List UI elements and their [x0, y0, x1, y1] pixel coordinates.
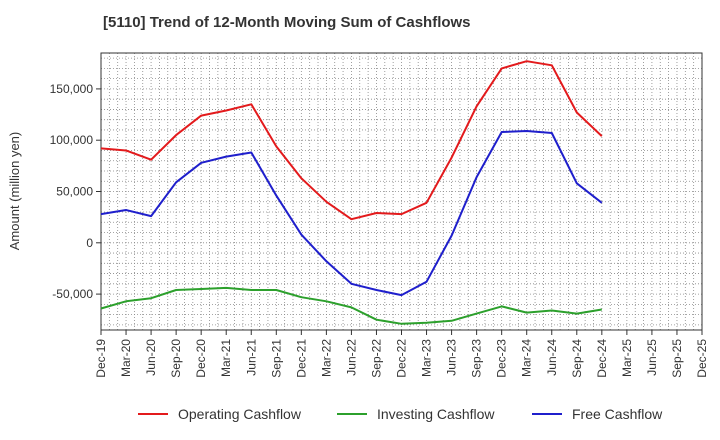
x-tick-label: Sep-25	[670, 339, 684, 378]
legend: Operating Cashflow Investing Cashflow Free…	[138, 406, 663, 422]
y-tick-label: 0	[86, 236, 93, 250]
x-tick-label: Mar-24	[520, 339, 534, 377]
y-tick-label: -50,000	[52, 287, 93, 301]
x-tick-label: Sep-21	[269, 339, 283, 378]
series-line-free-cashflow	[100, 130, 603, 297]
x-tick-label: Sep-20	[169, 339, 183, 378]
chart-title: [5110] Trend of 12-Month Moving Sum of C…	[103, 14, 471, 31]
x-tick-label: Jun-20	[144, 339, 158, 376]
series-line-investing-cashflow	[100, 286, 602, 325]
x-tick-label: Dec-19	[94, 339, 108, 378]
x-tick-label: Jun-23	[445, 339, 459, 376]
y-tick-label: 100,000	[50, 133, 94, 147]
y-axis-title: Amount (million yen)	[7, 132, 22, 251]
y-axis-ticks: -50,000 0 50,000 100,000 150,000	[50, 82, 101, 301]
legend-label-operating-cashflow: Operating Cashflow	[178, 406, 302, 422]
x-tick-label: Mar-23	[420, 339, 434, 377]
x-tick-label: Jun-21	[244, 339, 258, 376]
y-tick-label: 150,000	[50, 82, 94, 96]
x-tick-label: Dec-22	[395, 339, 409, 378]
x-tick-label: Dec-20	[194, 339, 208, 378]
legend-label-free-cashflow: Free Cashflow	[572, 406, 663, 422]
x-tick-label: Dec-21	[294, 339, 308, 378]
series-lines	[100, 60, 603, 325]
x-tick-label: Dec-24	[595, 339, 609, 378]
x-tick-label: Sep-22	[369, 339, 383, 378]
x-tick-label: Mar-20	[119, 339, 133, 377]
x-tick-label: Mar-22	[319, 339, 333, 377]
x-tick-label: Jun-22	[344, 339, 358, 376]
x-tick-label: Jun-24	[545, 339, 559, 376]
x-tick-label: Mar-21	[219, 339, 233, 377]
legend-label-investing-cashflow: Investing Cashflow	[377, 406, 495, 422]
x-tick-label: Mar-25	[620, 339, 634, 377]
x-tick-label: Dec-25	[695, 339, 709, 378]
x-tick-label: Sep-23	[470, 339, 484, 378]
x-tick-label: Sep-24	[570, 339, 584, 378]
series-line-operating-cashflow	[100, 60, 603, 221]
x-tick-label: Jun-25	[645, 339, 659, 376]
x-tick-label: Dec-23	[495, 339, 509, 378]
grid-lines	[101, 53, 702, 330]
x-axis-ticks: Dec-19 Mar-20 Jun-20 Sep-20 Dec-20 Mar-21 Jun-…	[94, 330, 709, 378]
y-tick-label: 50,000	[56, 185, 93, 199]
